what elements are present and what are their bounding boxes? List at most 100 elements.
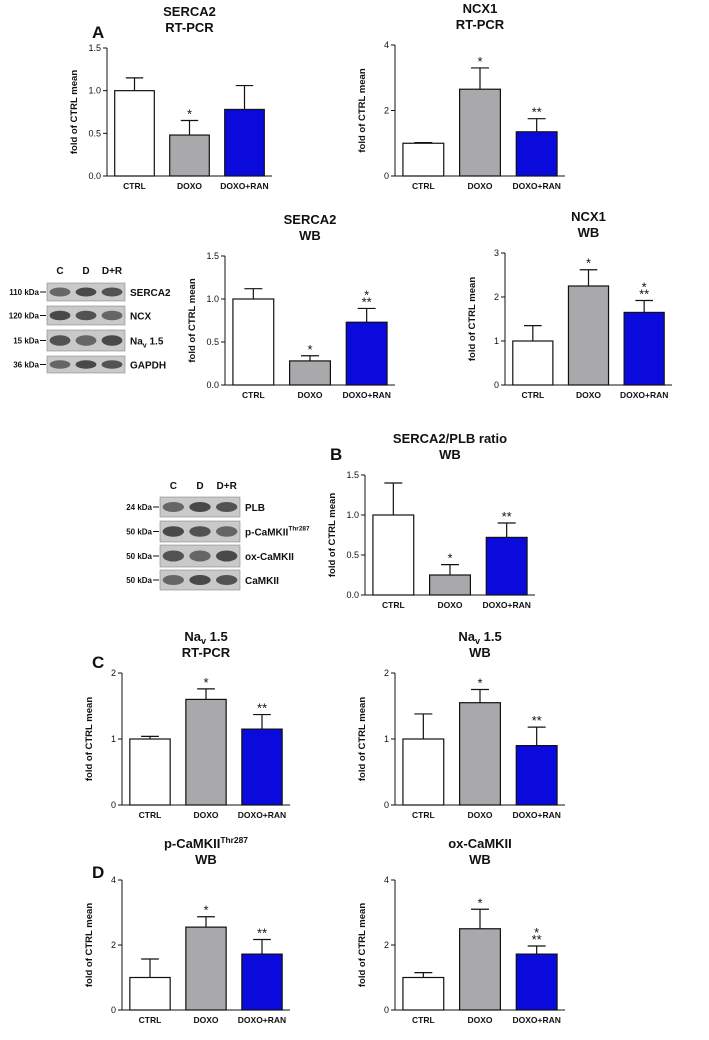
y-tick-label: 1.0 <box>346 510 359 520</box>
chart-title-part: p-CaMKII <box>164 836 220 851</box>
y-tick-label: 2 <box>111 668 116 678</box>
x-tick-label: DOXO <box>193 810 218 820</box>
y-tick-label: 0.0 <box>206 380 219 390</box>
bar <box>515 953 558 1011</box>
chart-title-sup: Thr287 <box>220 835 248 845</box>
significance-mark: * <box>477 54 482 69</box>
y-tick-label: 1.5 <box>206 251 219 261</box>
blot-band <box>162 502 184 512</box>
blot-band <box>189 550 211 562</box>
chart-title: Nav 1.5 <box>184 629 227 646</box>
x-tick-label: DOXO+RAN <box>512 1015 560 1025</box>
blot-band <box>49 310 71 321</box>
x-tick-label: DOXO+RAN <box>238 810 286 820</box>
blot-band <box>216 575 238 585</box>
y-tick-label: 0 <box>384 171 389 181</box>
blot-band <box>189 502 211 512</box>
protein-label: Nav 1.5 <box>130 337 164 350</box>
significance-mark: ** <box>502 509 512 524</box>
y-tick-label: 0.5 <box>88 128 101 138</box>
blot-band <box>162 575 184 585</box>
y-axis-label: fold of CTRL mean <box>357 903 368 987</box>
x-tick-label: DOXO+RAN <box>620 390 668 400</box>
lane-label: D <box>196 481 203 492</box>
blot-band <box>216 550 238 562</box>
y-tick-label: 2 <box>384 106 389 116</box>
blot-band <box>75 310 97 321</box>
significance-mark: * <box>307 342 312 357</box>
y-tick-label: 2 <box>384 668 389 678</box>
bar <box>512 340 554 386</box>
chart-title-sub: v <box>201 636 207 646</box>
y-tick-label: 3 <box>494 248 499 258</box>
mw-label: 36 kDa <box>13 361 39 370</box>
y-tick-label: 1.0 <box>88 86 101 96</box>
y-axis-label: fold of CTRL mean <box>327 493 338 577</box>
significance-mark: * <box>447 551 452 566</box>
y-tick-label: 0.5 <box>206 337 219 347</box>
bar <box>485 536 528 596</box>
blot-band <box>189 526 211 537</box>
y-axis-label: fold of CTRL mean <box>69 70 80 154</box>
x-tick-label: DOXO <box>467 810 492 820</box>
x-tick-label: CTRL <box>412 181 435 191</box>
blot-band <box>101 287 123 297</box>
significance-mark: * <box>203 675 208 690</box>
significance-mark: ** <box>362 294 372 309</box>
bar <box>289 360 332 386</box>
x-tick-label: DOXO+RAN <box>512 181 560 191</box>
bar <box>241 953 283 1011</box>
significance-mark: ** <box>257 925 267 940</box>
bar <box>623 311 665 386</box>
blot-band <box>49 335 71 346</box>
bar <box>515 131 558 177</box>
y-tick-label: 1.0 <box>206 294 219 304</box>
chart-title-part: 1.5 <box>480 629 502 644</box>
protein-label-sup: Thr287 <box>288 526 310 533</box>
y-tick-label: 4 <box>384 875 389 885</box>
significance-mark: * <box>586 256 591 271</box>
y-tick-label: 2 <box>494 292 499 302</box>
x-tick-label: CTRL <box>139 810 162 820</box>
x-tick-label: CTRL <box>139 1015 162 1025</box>
y-tick-label: 1 <box>384 734 389 744</box>
x-tick-label: DOXO <box>467 181 492 191</box>
lane-label: D+R <box>102 266 123 277</box>
mw-label: 50 kDa <box>126 552 152 561</box>
mw-label: 120 kDa <box>9 312 40 321</box>
protein-label: SERCA2 <box>130 288 171 299</box>
y-tick-label: 2 <box>111 940 116 950</box>
significance-mark: * <box>477 895 482 910</box>
y-tick-label: 1 <box>494 336 499 346</box>
protein-label: PLB <box>245 503 265 514</box>
chart-title-part: 1.5 <box>206 629 228 644</box>
x-tick-label: DOXO <box>467 1015 492 1025</box>
protein-label: CaMKII <box>245 576 279 587</box>
chart-title-part: Na <box>458 629 475 644</box>
chart-title: SERCA2 <box>163 4 216 19</box>
y-tick-label: 0 <box>111 1005 116 1015</box>
chart-title-sub: v <box>475 636 481 646</box>
chart-title: RT-PCR <box>456 17 505 32</box>
protein-label-sub: v <box>143 343 147 350</box>
protein-label-part: p-CaMKII <box>245 528 289 539</box>
bar <box>129 976 171 1011</box>
chart-title: p-CaMKIIThr287 <box>164 835 248 851</box>
y-axis-label: fold of CTRL mean <box>467 277 478 361</box>
bar <box>114 90 155 177</box>
blot-band <box>75 287 97 297</box>
bar <box>402 738 445 806</box>
protein-label: NCX <box>130 312 151 323</box>
significance-mark: * <box>364 287 369 302</box>
significance-mark: * <box>534 925 539 940</box>
blot-band <box>75 360 97 369</box>
y-tick-label: 4 <box>384 40 389 50</box>
bar <box>459 702 502 806</box>
y-tick-label: 2 <box>384 940 389 950</box>
x-tick-label: DOXO <box>576 390 601 400</box>
panel-label: C <box>92 653 104 672</box>
x-tick-label: DOXO+RAN <box>512 810 560 820</box>
significance-mark: ** <box>639 287 649 302</box>
blot-band <box>162 526 184 537</box>
